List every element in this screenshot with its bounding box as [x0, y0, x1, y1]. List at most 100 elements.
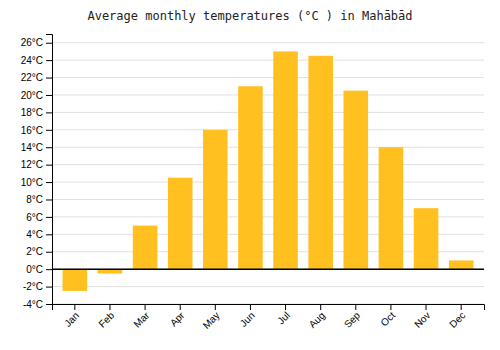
grid-line [52, 269, 484, 270]
y-tick-mark [46, 43, 52, 44]
y-tick-mark [46, 78, 52, 79]
grid-line [52, 77, 484, 78]
x-tick: Dec [447, 304, 467, 330]
x-tick-mark [74, 304, 75, 310]
grid-line [52, 286, 484, 287]
y-tick: 8°C [26, 194, 52, 205]
bar [308, 56, 333, 269]
y-tick: 10°C [21, 177, 52, 188]
x-tick-mark [285, 304, 286, 310]
y-tick: 22°C [21, 72, 52, 83]
chart-svg: Average monthly temperatures (°C ) in Ma… [0, 0, 500, 350]
x-tick: Jun [238, 304, 257, 329]
bar [133, 226, 158, 270]
y-tick-label: 14°C [21, 142, 43, 153]
y-tick-mark [46, 269, 52, 270]
y-tick: 18°C [21, 107, 52, 118]
x-tick: Aug [307, 304, 327, 330]
x-tick: Feb [96, 304, 116, 330]
y-tick: 20°C [21, 90, 52, 101]
x-tick-mark [180, 304, 181, 310]
x-tick-label: Aug [307, 310, 327, 330]
y-tick-mark [46, 130, 52, 131]
x-tick-mark [215, 304, 216, 310]
grid-line [52, 182, 484, 183]
y-tick: 0°C [26, 264, 52, 275]
y-axis: -4°C -2°C 0°C 2°C 4°C 6°C 8°C 10°C 12°C 14°C 16°C 1… [21, 35, 53, 310]
x-tick-label: Dec [447, 310, 467, 330]
y-tick-mark [46, 234, 52, 235]
y-tick-mark [46, 252, 52, 253]
chart-container: Average monthly temperatures (°C ) in Ma… [0, 0, 500, 350]
bar [203, 130, 228, 269]
y-tick-label: -4°C [23, 299, 43, 310]
x-tick-label: Apr [168, 309, 187, 328]
y-tick-label: 12°C [21, 159, 43, 170]
bar [344, 91, 369, 270]
y-tick-label: 22°C [21, 72, 43, 83]
x-tick: Jan [62, 304, 81, 329]
bar [168, 178, 193, 269]
y-tick-mark [46, 147, 52, 148]
x-tick-mark [355, 304, 356, 310]
y-tick: 24°C [21, 55, 52, 66]
y-tick-label: 10°C [21, 177, 43, 188]
x-tick: Oct [379, 304, 398, 328]
y-tick-mark [46, 95, 52, 96]
x-tick-label: Jan [62, 310, 81, 329]
y-tick: 14°C [21, 142, 52, 153]
y-axis-line [46, 35, 53, 305]
y-tick-mark [46, 304, 52, 305]
grid-line [52, 112, 484, 113]
x-tick-label: Jun [238, 310, 257, 329]
x-tick-label: Mar [131, 309, 151, 329]
bar [273, 51, 298, 269]
y-tick: 12°C [21, 159, 52, 170]
x-tick-mark [390, 304, 391, 310]
x-tick-mark [320, 304, 321, 310]
grid-line [52, 129, 484, 130]
grid-line [52, 164, 484, 165]
x-tick-label: Nov [412, 310, 432, 330]
x-tick-mark [109, 304, 110, 310]
y-tick: -4°C [23, 299, 52, 310]
y-tick-label: 20°C [21, 90, 43, 101]
y-tick-mark [46, 182, 52, 183]
grid-line [52, 199, 484, 200]
y-tick-mark [46, 199, 52, 200]
x-axis: Jan Feb Mar Apr May Jun Jul Aug Sep Oct Nov Dec [53, 304, 485, 331]
grid [52, 43, 484, 304]
y-tick: 26°C [21, 37, 52, 48]
x-tick: Nov [412, 304, 432, 330]
x-axis-line [53, 305, 485, 311]
x-tick-label: Jul [275, 310, 292, 327]
bar [238, 86, 263, 269]
x-tick-mark [145, 304, 146, 310]
y-tick-label: 16°C [21, 125, 43, 136]
y-tick: 4°C [26, 229, 52, 240]
bars [52, 51, 484, 291]
bar [414, 208, 439, 269]
x-tick-label: Oct [379, 310, 398, 329]
y-tick: 16°C [21, 125, 52, 136]
bar [449, 260, 474, 269]
y-tick: 6°C [26, 212, 52, 223]
grid-line [52, 60, 484, 61]
x-tick-mark [461, 304, 462, 310]
zero-line [52, 268, 484, 270]
grid-line [52, 94, 484, 95]
y-tick-label: 2°C [26, 246, 43, 257]
x-tick: Jul [275, 304, 292, 326]
y-tick-label: 4°C [26, 229, 43, 240]
y-tick-label: 18°C [21, 107, 43, 118]
y-tick-mark [46, 112, 52, 113]
y-tick: -2°C [23, 281, 52, 292]
x-tick: Sep [342, 304, 363, 330]
x-tick-label: Sep [342, 309, 363, 330]
x-tick: Mar [131, 304, 151, 330]
x-tick-mark [250, 304, 251, 310]
bar [63, 269, 88, 291]
y-tick-label: 6°C [26, 212, 43, 223]
y-tick-label: -2°C [23, 281, 43, 292]
x-tick: May [201, 304, 222, 331]
